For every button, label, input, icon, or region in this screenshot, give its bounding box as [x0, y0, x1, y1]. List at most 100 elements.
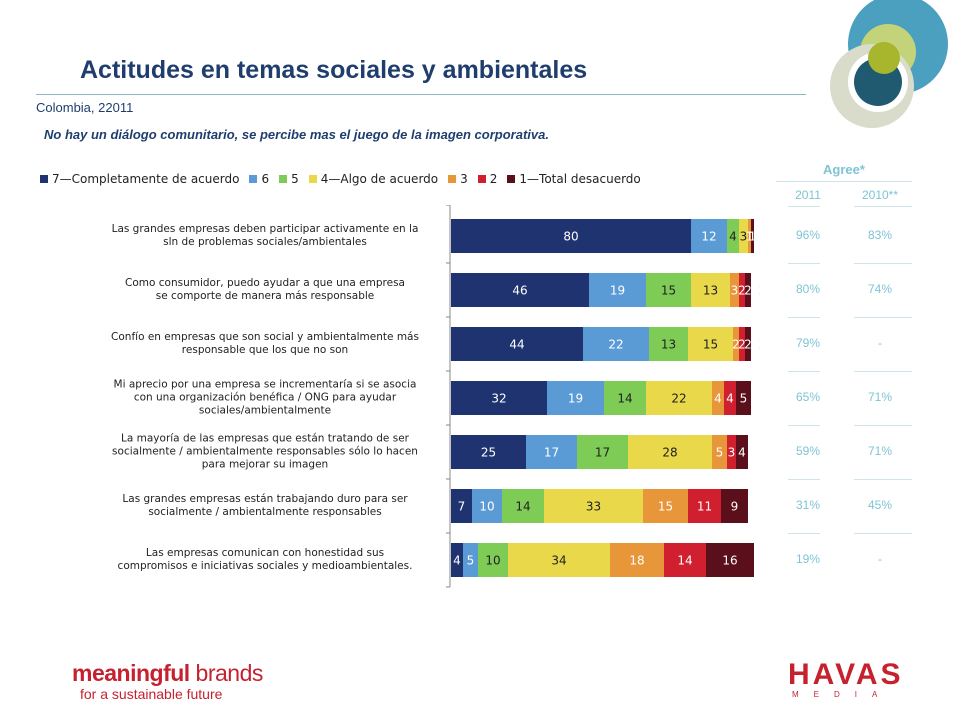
bar-segment — [646, 273, 691, 307]
bar-segment — [664, 543, 706, 577]
bar-segment — [610, 543, 664, 577]
bar-segment — [451, 219, 691, 253]
bar-value-label: 15 — [703, 338, 718, 352]
bar-segment — [739, 327, 745, 361]
agree-cell: 59% — [795, 444, 821, 458]
legend-label: 6 — [261, 172, 270, 186]
decorative-circles — [830, 0, 948, 128]
category-label-line: Confío en empresas que son social y ambi… — [111, 331, 419, 343]
bar-segment — [733, 327, 739, 361]
bar-value-label: 10 — [485, 554, 500, 568]
agree-col-header-2010: 2010** — [861, 188, 899, 202]
agree-cell: - — [878, 336, 882, 350]
bar-segment — [526, 435, 577, 469]
bar-segment — [463, 543, 478, 577]
legend-item: 2 — [477, 172, 497, 186]
bar-segment — [727, 435, 736, 469]
bar-value-label: 15 — [661, 284, 676, 298]
bar-value-label: 33 — [586, 500, 601, 514]
legend-swatch — [40, 175, 48, 183]
bar-segment — [688, 489, 721, 523]
bar-segment — [628, 435, 712, 469]
bar-segment — [748, 219, 751, 253]
legend-item: 1—Total desacuerdo — [507, 172, 641, 186]
bar-value-label: 46 — [512, 284, 527, 298]
bar-segment — [451, 327, 583, 361]
agree-row-rule — [788, 479, 820, 480]
bar-segment — [583, 327, 649, 361]
agree-row-rule — [854, 317, 912, 318]
category-label: Mi aprecio por una empresa se incrementa… — [92, 379, 438, 418]
bar-segment — [721, 489, 748, 523]
bar-value-label: 1 — [749, 230, 757, 244]
category-label-line: compromisos e iniciativas sociales y med… — [117, 560, 413, 572]
category-label-line: Mi aprecio por una empresa se incrementa… — [113, 378, 417, 391]
category-label: Las grandes empresas deben participar ac… — [92, 223, 438, 249]
bar-value-label: 3 — [740, 230, 748, 244]
agree-row-rule — [788, 533, 820, 534]
bar-value-label: 3 — [728, 446, 736, 460]
agree-row-rule — [788, 317, 820, 318]
category-label: Las empresas comunican con honestidad su… — [92, 547, 438, 573]
legend-swatch — [448, 175, 457, 183]
legend-swatch — [308, 175, 317, 183]
agree-col-header-2011: 2011 — [795, 188, 821, 202]
agree-cell: 71% — [867, 390, 893, 404]
agree-row-rule — [854, 206, 912, 207]
category-label-line: Las grandes empresas están trabajando du… — [122, 493, 408, 505]
legend-label: 3 — [460, 172, 468, 186]
bar-value-label: 1 — [746, 230, 754, 244]
agree-cell: 83% — [867, 228, 893, 242]
bar-value-label: 13 — [661, 338, 676, 352]
bar-value-label: 4 — [714, 392, 722, 406]
bar-segment — [730, 273, 739, 307]
agree-title: Agree* — [823, 162, 865, 177]
bar-value-label: 7 — [458, 500, 466, 514]
legend-label: 1—Total desacuerdo — [519, 172, 641, 186]
agree-row-rule — [854, 533, 912, 534]
agree-row-rule — [788, 206, 820, 207]
agree-row-rule — [854, 425, 912, 426]
bar-segment — [451, 543, 463, 577]
agree-cell: 31% — [795, 498, 821, 512]
bar-segment — [478, 543, 508, 577]
brand-tagline: for a sustainable future — [80, 686, 223, 702]
agree-cell: 45% — [867, 498, 893, 512]
category-label-line: Las empresas comunican con honestidad su… — [145, 547, 385, 559]
bar-value-label: 4 — [729, 230, 737, 244]
agree-cell: - — [878, 552, 882, 566]
agree-cell: 71% — [867, 444, 893, 458]
category-label-line: socialmente / ambientalmente responsable… — [148, 506, 382, 518]
bar-value-label: 12 — [701, 230, 716, 244]
category-label-line: Como consumidor, puedo ayudar a que una … — [125, 277, 405, 289]
agree-title-rule — [776, 181, 912, 182]
bar-segment — [604, 381, 646, 415]
bar-value-label: 19 — [568, 392, 583, 406]
legend-swatch — [477, 175, 486, 183]
bar-value-label: 2 — [744, 284, 752, 298]
bar-value-label: 16 — [722, 554, 737, 568]
brand-bold: meaningful — [72, 660, 190, 686]
legend-item: 4—Algo de acuerdo — [308, 172, 438, 186]
page-title: Actitudes en temas sociales y ambientale… — [80, 56, 588, 84]
brand-logo: meaningful brands — [72, 660, 263, 687]
category-label-line: para mejorar su imagen — [201, 458, 329, 471]
bar-segment — [745, 327, 751, 361]
bar-value-label: 5 — [716, 446, 724, 460]
bar-value-label: 32 — [491, 392, 506, 406]
bar-segment — [508, 543, 610, 577]
bar-value-label: 17 — [544, 446, 559, 460]
category-label-line: sln de problemas sociales/ambientales — [163, 236, 367, 248]
bar-segment — [577, 435, 628, 469]
bar-segment — [451, 435, 526, 469]
agree-row-rule — [788, 263, 820, 264]
bar-segment — [706, 543, 754, 577]
bar-segment — [643, 489, 688, 523]
agree-row-rule — [788, 425, 820, 426]
bar-end-label: 2 — [759, 284, 760, 298]
bar-segment — [691, 273, 730, 307]
page-subtitle: Colombia, 22011 — [36, 100, 134, 115]
insight-note: No hay un diálogo comunitario, se percib… — [44, 127, 549, 142]
bar-value-label: 2 — [732, 338, 740, 352]
bar-value-label: 34 — [551, 554, 566, 568]
